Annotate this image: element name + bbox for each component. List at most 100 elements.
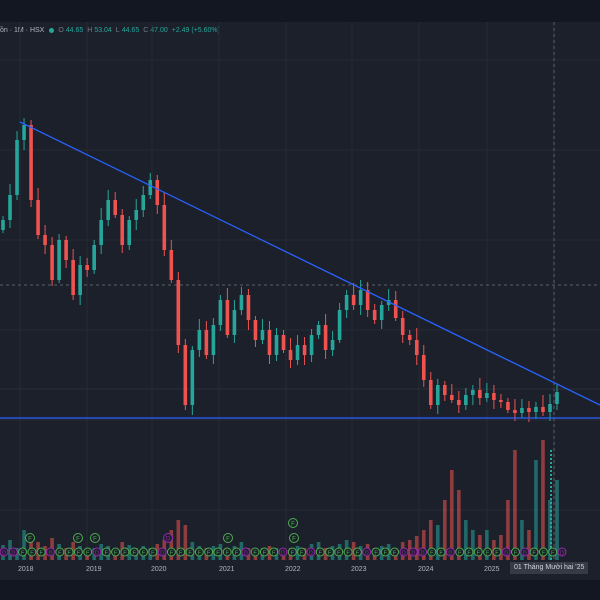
candle-body bbox=[421, 355, 426, 380]
event-marker bbox=[129, 547, 139, 557]
volume-bar bbox=[534, 460, 538, 560]
open-label: O bbox=[58, 27, 64, 34]
event-marker-label: F bbox=[235, 551, 239, 557]
candle-body bbox=[400, 318, 405, 335]
candle-body bbox=[302, 345, 307, 355]
candle-body bbox=[183, 345, 188, 405]
event-marker-label: D bbox=[11, 551, 15, 557]
event-marker bbox=[64, 547, 74, 557]
event-marker bbox=[529, 547, 539, 557]
candle-body bbox=[134, 210, 139, 220]
candle-body bbox=[50, 245, 54, 280]
event-marker-label: F bbox=[76, 537, 80, 543]
event-marker-label: D bbox=[281, 551, 285, 557]
event-marker bbox=[390, 547, 400, 557]
volume-bar bbox=[435, 525, 440, 560]
candle-body bbox=[506, 402, 510, 410]
event-marker-label: F bbox=[207, 551, 211, 557]
event-marker-label: F bbox=[272, 551, 276, 557]
volume-bar bbox=[457, 490, 461, 560]
event-marker-label: F bbox=[179, 551, 183, 557]
event-marker bbox=[334, 547, 344, 557]
volume-bar bbox=[527, 530, 531, 560]
candle-body bbox=[190, 350, 195, 405]
event-marker-label: F bbox=[253, 551, 257, 557]
candle-body bbox=[435, 385, 440, 405]
open-value: 44.65 bbox=[65, 27, 84, 34]
event-marker bbox=[371, 547, 381, 557]
x-tick: 2025 bbox=[484, 566, 500, 573]
event-marker bbox=[380, 547, 390, 557]
candle-body bbox=[379, 305, 384, 320]
candle-body bbox=[148, 180, 153, 195]
volume-bar bbox=[464, 520, 468, 560]
event-marker-label: F bbox=[105, 551, 109, 557]
event-marker-label: F bbox=[486, 551, 490, 557]
event-marker bbox=[18, 547, 28, 557]
candle-body bbox=[407, 335, 412, 340]
candle-body bbox=[414, 340, 419, 355]
event-marker bbox=[362, 547, 372, 557]
event-marker bbox=[538, 547, 548, 557]
event-marker bbox=[36, 547, 46, 557]
event-marker bbox=[436, 547, 446, 557]
event-marker-label: F bbox=[291, 551, 295, 557]
event-marker bbox=[427, 547, 437, 557]
event-marker-label: D bbox=[402, 551, 406, 557]
x-tick: 2021 bbox=[219, 566, 235, 573]
crosshair-time-label: 01 Tháng Mười hai '25 bbox=[510, 562, 589, 574]
volume-bar bbox=[520, 520, 524, 560]
candle-body bbox=[204, 330, 209, 355]
event-marker-label: F bbox=[30, 551, 34, 557]
event-marker-label: F bbox=[151, 551, 155, 557]
event-marker bbox=[73, 547, 83, 557]
event-marker bbox=[204, 547, 214, 557]
change-value: +2.49 (+5.60%) bbox=[171, 27, 220, 34]
candle-body bbox=[358, 290, 363, 305]
candle-body bbox=[78, 265, 82, 295]
event-marker-label: F bbox=[170, 551, 174, 557]
time-axis[interactable] bbox=[0, 560, 600, 580]
event-marker bbox=[166, 547, 176, 557]
candle-body bbox=[274, 335, 279, 355]
event-marker-label: F bbox=[477, 551, 481, 557]
event-marker-label: F bbox=[542, 551, 546, 557]
event-marker bbox=[157, 547, 167, 557]
event-marker bbox=[259, 547, 269, 557]
candle-body bbox=[99, 220, 103, 245]
event-marker bbox=[269, 547, 279, 557]
candle-body bbox=[534, 407, 538, 412]
symbol-label[interactable]: ồn · 1M · HSX bbox=[0, 27, 45, 34]
event-marker-label: D bbox=[448, 551, 452, 557]
event-marker bbox=[483, 547, 493, 557]
candle-body bbox=[218, 300, 223, 325]
candle-body bbox=[428, 380, 433, 405]
event-marker-label: D bbox=[244, 551, 248, 557]
volume-bar bbox=[450, 470, 454, 560]
candle-body bbox=[92, 245, 96, 270]
event-marker-label: F bbox=[93, 537, 97, 543]
volume-bar bbox=[421, 530, 426, 560]
candle-body bbox=[281, 335, 286, 350]
event-marker bbox=[163, 533, 173, 543]
event-marker bbox=[90, 533, 100, 543]
volume-bar bbox=[29, 535, 33, 560]
low-value: 44.65 bbox=[121, 27, 140, 34]
event-marker-label: D bbox=[411, 551, 415, 557]
event-marker bbox=[445, 547, 455, 557]
event-marker bbox=[176, 547, 186, 557]
event-marker bbox=[185, 547, 195, 557]
event-marker-label: F bbox=[226, 551, 230, 557]
candle-body bbox=[162, 205, 167, 250]
event-marker-label: F bbox=[430, 551, 434, 557]
event-marker bbox=[213, 547, 223, 557]
volume-bar bbox=[414, 536, 419, 560]
event-marker-label: F bbox=[514, 551, 518, 557]
market-status-icon bbox=[49, 27, 55, 33]
candle-body bbox=[330, 340, 335, 350]
candle-body bbox=[548, 404, 552, 412]
candle-body bbox=[541, 407, 545, 412]
